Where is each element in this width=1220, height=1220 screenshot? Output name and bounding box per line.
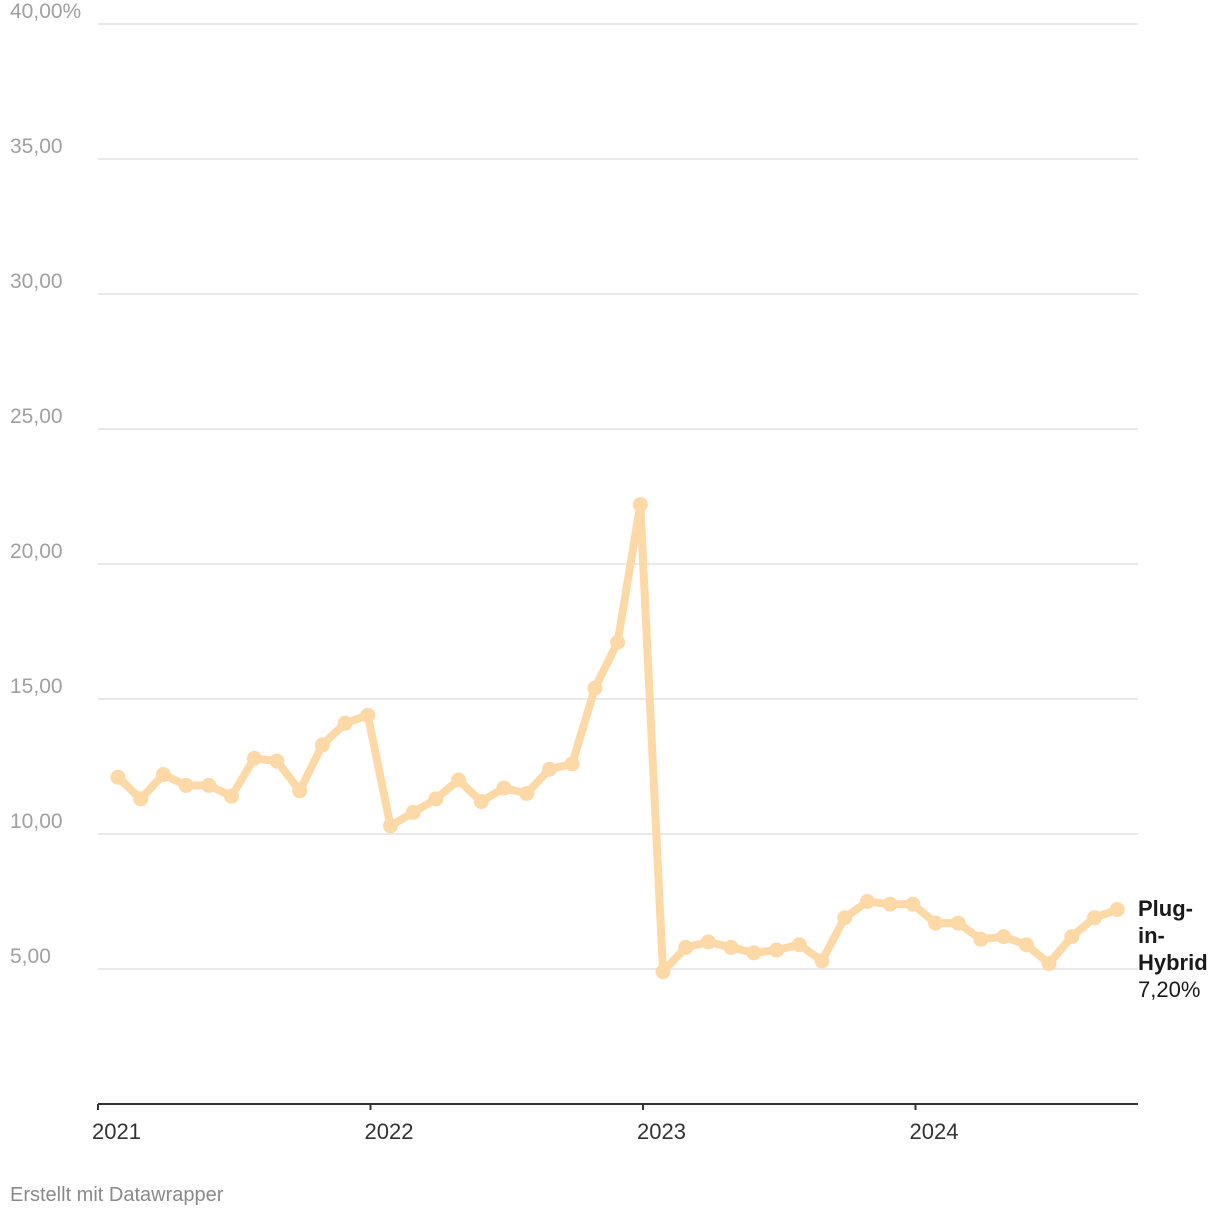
data-point [360,707,376,723]
data-point [564,756,580,772]
data-point [905,896,921,912]
data-point [178,777,194,793]
data-point [496,780,512,796]
data-point [246,750,262,766]
data-point [337,715,353,731]
data-point [723,939,739,955]
data-point [814,953,830,969]
data-point [292,783,308,799]
data-point [110,769,126,785]
data-point [950,915,966,931]
data-point [746,945,762,961]
y-tick-label: 40,00% [10,0,81,23]
series-name-label: Plug-in-Hybrid [1138,896,1208,975]
data-point [314,737,330,753]
data-point [224,788,239,804]
data-point [1041,956,1057,972]
data-point [700,934,716,950]
data-point [769,942,784,958]
data-point [405,804,421,820]
data-point [791,937,807,953]
data-point [973,931,989,947]
data-point [428,791,444,807]
y-tick-label: 30,00 [10,270,63,293]
data-point [1064,929,1080,945]
gridlines [98,23,1138,970]
data-point [632,497,648,513]
data-point [269,753,285,769]
data-point [837,910,853,926]
data-point [473,794,489,810]
data-point [201,777,217,793]
data-point [155,767,171,783]
data-point [678,939,694,955]
series-layer [110,497,1125,980]
data-point [882,896,898,912]
data-point [928,915,943,931]
data-point [519,786,535,801]
data-point [133,791,149,807]
data-point [859,894,875,909]
x-tick-label: 2024 [910,1119,959,1144]
data-point [610,634,626,650]
series-line [114,500,1122,976]
data-point [383,818,398,834]
series-end-label: Plug-in-Hybrid 7,20% [1138,895,1218,1003]
data-point [451,772,467,788]
data-point [1018,937,1034,953]
data-point [655,964,671,980]
x-tick-label: 2023 [637,1119,686,1144]
y-tick-label: 35,00 [10,135,63,158]
footer-credit: Erstellt mit Datawrapper [10,1184,224,1206]
y-tick-label: 10,00 [10,810,63,833]
data-point [542,761,557,777]
y-tick-label: 15,00 [10,675,63,698]
y-tick-label: 5,00 [10,945,51,968]
y-axis-tick-labels: 40,00% 35,00 30,00 25,00 20,00 15,00 10,00 5,00 [10,0,81,968]
x-tick-label: 2021 [92,1119,141,1144]
x-axis-tick-labels: 2021 2022 2023 2024 [92,1104,958,1144]
x-tick-label: 2022 [365,1119,414,1144]
data-point [996,929,1012,945]
data-point [1109,902,1125,918]
y-tick-label: 20,00 [10,540,63,563]
data-point [587,680,603,696]
series-last-value-label: 7,20% [1138,977,1201,1002]
data-point [1087,910,1102,926]
y-tick-label: 25,00 [10,405,63,428]
